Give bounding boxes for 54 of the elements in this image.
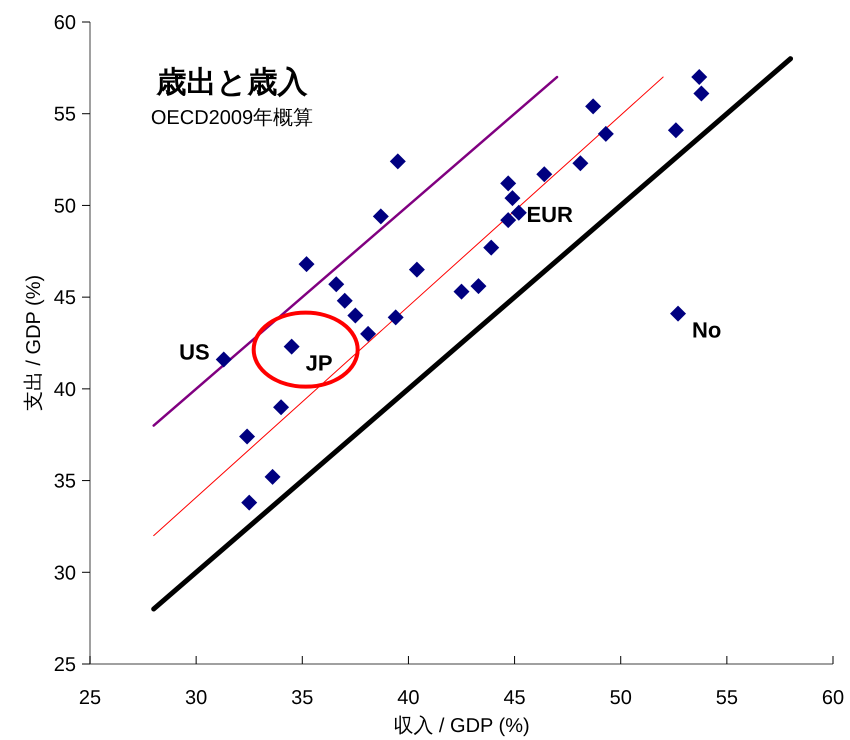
- x-tick-label: 35: [291, 687, 314, 709]
- y-tick-label: 45: [54, 287, 76, 310]
- point: [670, 306, 686, 322]
- point: [241, 494, 258, 511]
- x-tick-label: 55: [716, 687, 738, 709]
- point: [298, 256, 315, 272]
- y-tick-label: 60: [54, 12, 76, 34]
- point: [264, 468, 281, 485]
- point: [504, 190, 520, 206]
- x-tick-label: 40: [397, 687, 420, 709]
- x-axis-title: 収入 / GDP (%): [393, 715, 530, 737]
- y-tick-label: 25: [54, 654, 76, 676]
- annotation: No: [692, 318, 722, 343]
- annotation: EUR: [526, 202, 574, 228]
- point: [510, 204, 527, 221]
- point: [390, 153, 406, 170]
- point: [336, 292, 353, 309]
- x-tick-label: 45: [503, 687, 526, 709]
- y-tick-label: 40: [54, 378, 76, 401]
- x-tick-label: 30: [185, 687, 208, 709]
- point: [347, 307, 364, 324]
- point: [273, 399, 290, 416]
- point: [500, 175, 516, 192]
- x-tick-label: 60: [822, 687, 844, 709]
- point: [693, 86, 710, 102]
- point: [536, 166, 552, 182]
- point: [470, 278, 486, 294]
- point: [500, 212, 516, 228]
- annotation: JP: [306, 350, 333, 376]
- point: [372, 208, 389, 224]
- point: [408, 262, 425, 278]
- point: [585, 98, 602, 114]
- y-tick-label: 35: [54, 470, 76, 493]
- point: [328, 276, 344, 292]
- text: OECD2009年概算: [150, 107, 314, 129]
- x-tick-label: 25: [78, 687, 102, 709]
- x-tick-label: 50: [610, 687, 632, 709]
- y-tick-label: 30: [54, 562, 76, 584]
- annotation: US: [179, 340, 210, 365]
- point: [668, 122, 684, 138]
- y-tick-label: 55: [54, 104, 76, 126]
- y-axis-title: 支出 / GDP (%): [23, 274, 45, 412]
- point: [360, 326, 376, 342]
- text: 歳出と歳入: [156, 66, 308, 99]
- point: [239, 428, 256, 445]
- point: [454, 284, 470, 300]
- point: [284, 338, 300, 355]
- point: [598, 126, 614, 142]
- y-tick-label: 50: [54, 195, 76, 218]
- point: [572, 155, 588, 172]
- point: [483, 240, 500, 256]
- point: [216, 352, 232, 368]
- point: [388, 309, 404, 326]
- point: [691, 69, 708, 86]
